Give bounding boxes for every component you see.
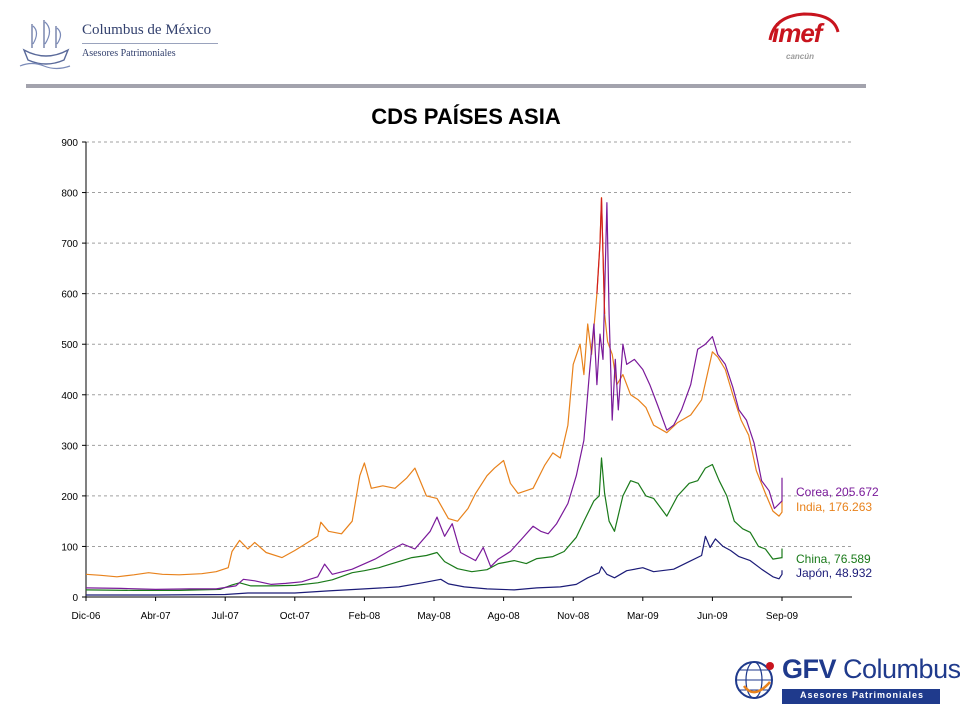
x-tick-label-Mar-09: Mar-09 (627, 611, 659, 622)
page-title: CDS PAÍSES ASIA (371, 104, 561, 129)
x-tick-label-May-08: May-08 (417, 611, 451, 622)
brand-name: Columbus de México (82, 22, 212, 38)
gfv-name-text: Columbus (843, 654, 960, 684)
x-tick-label-Nov-08: Nov-08 (557, 611, 590, 622)
x-tick-label-Abr-07: Abr-07 (141, 611, 171, 622)
y-tick-label-400: 400 (61, 391, 78, 402)
y-tick-label-500: 500 (61, 340, 78, 351)
imef-subtitle: cancún (786, 52, 815, 61)
gfv-subtitle: Asesores Patrimoniales (800, 690, 925, 700)
series-end-label-corea: Corea, 205.672 (796, 485, 879, 499)
x-tick-label-Ago-08: Ago-08 (487, 611, 520, 622)
y-tick-label-800: 800 (61, 189, 78, 200)
x-tick-label-Oct-07: Oct-07 (280, 611, 310, 622)
y-tick-label-900: 900 (61, 138, 78, 149)
ship-icon (19, 20, 71, 70)
gfv-subtitle-bar (782, 689, 940, 704)
brand-subtitle: Asesores Patrimoniales (82, 48, 176, 59)
columbus-logo: Columbus de México Asesores Patrimoniale… (18, 14, 218, 74)
x-tick-label-Feb-08: Feb-08 (349, 611, 381, 622)
series-line-india (85, 197, 783, 578)
gfv-columbus-logo: GFV Columbus Asesores Patrimoniales (730, 652, 960, 710)
x-tick-label-Dic-06: Dic-06 (72, 611, 101, 622)
series-end-label-japon: Japón, 48.932 (796, 566, 872, 580)
y-tick-label-600: 600 (61, 290, 78, 301)
y-tick-label-0: 0 (72, 593, 78, 604)
y-tick-label-100: 100 (61, 542, 78, 553)
imef-text: imef (772, 18, 822, 48)
series-line-corea (85, 202, 783, 590)
series-end-label-india: India, 176.263 (796, 500, 872, 514)
globe-icon (735, 661, 774, 699)
header-divider (26, 84, 866, 88)
series-peak-highlight (596, 197, 606, 314)
y-tick-label-700: 700 (61, 239, 78, 250)
series-end-label-china: China, 76.589 (796, 552, 871, 566)
x-tick-label-Jul-07: Jul-07 (212, 611, 240, 622)
x-tick-label-Sep-09: Sep-09 (766, 611, 799, 622)
gfv-wordmark: GFV Columbus (782, 654, 960, 685)
imef-logo: imef cancún (764, 10, 844, 72)
x-tick-label-Jun-09: Jun-09 (697, 611, 728, 622)
swoosh-icon (768, 12, 840, 41)
series-line-china (85, 457, 783, 591)
gfv-bold-text: GFV (782, 654, 837, 684)
brand-divider (82, 43, 218, 44)
series-line-japon (86, 535, 783, 596)
y-tick-label-200: 200 (61, 492, 78, 503)
y-tick-label-300: 300 (61, 441, 78, 452)
